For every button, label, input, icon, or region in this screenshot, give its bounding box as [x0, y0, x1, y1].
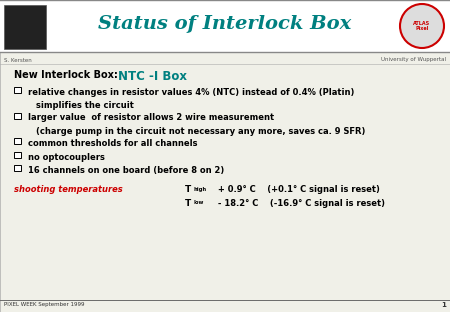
- Text: + 0.9° C    (+0.1° C signal is reset): + 0.9° C (+0.1° C signal is reset): [215, 186, 380, 194]
- Text: Status of Interlock Box: Status of Interlock Box: [99, 15, 351, 33]
- Bar: [14, 138, 21, 144]
- Text: NTC -I Box: NTC -I Box: [118, 70, 187, 83]
- Bar: [0, 0, 450, 52]
- Text: low: low: [193, 199, 203, 204]
- Bar: [14, 165, 21, 171]
- Text: (charge pump in the circuit not necessary any more, saves ca. 9 SFR): (charge pump in the circuit not necessar…: [36, 127, 365, 136]
- Bar: [14, 87, 21, 93]
- Text: - 18.2° C    (-16.9° C signal is reset): - 18.2° C (-16.9° C signal is reset): [215, 198, 385, 207]
- Text: 16 channels on one board (before 8 on 2): 16 channels on one board (before 8 on 2): [28, 166, 224, 175]
- Text: larger value  of resistor allows 2 wire measurement: larger value of resistor allows 2 wire m…: [28, 114, 274, 123]
- Circle shape: [400, 4, 444, 48]
- Bar: [4, 5, 46, 49]
- Text: T: T: [185, 198, 191, 207]
- Text: New Interlock Box:: New Interlock Box:: [14, 70, 118, 80]
- Text: high: high: [193, 187, 206, 192]
- Text: ATLAS
Pixel: ATLAS Pixel: [414, 21, 431, 32]
- Text: University of Wuppertal: University of Wuppertal: [381, 57, 446, 62]
- Text: simplifies the circuit: simplifies the circuit: [36, 101, 134, 110]
- Text: shooting temperatures: shooting temperatures: [14, 186, 123, 194]
- Bar: [14, 152, 21, 158]
- Text: PIXEL WEEK September 1999: PIXEL WEEK September 1999: [4, 302, 85, 307]
- Text: relative changes in resistor values 4% (NTC) instead of 0.4% (Platin): relative changes in resistor values 4% (…: [28, 88, 355, 97]
- Text: S. Kersten: S. Kersten: [4, 57, 32, 62]
- Bar: [14, 113, 21, 119]
- Text: 1: 1: [441, 302, 446, 308]
- Text: no optocouplers: no optocouplers: [28, 153, 105, 162]
- Text: T: T: [185, 186, 191, 194]
- Text: common thresholds for all channels: common thresholds for all channels: [28, 139, 198, 148]
